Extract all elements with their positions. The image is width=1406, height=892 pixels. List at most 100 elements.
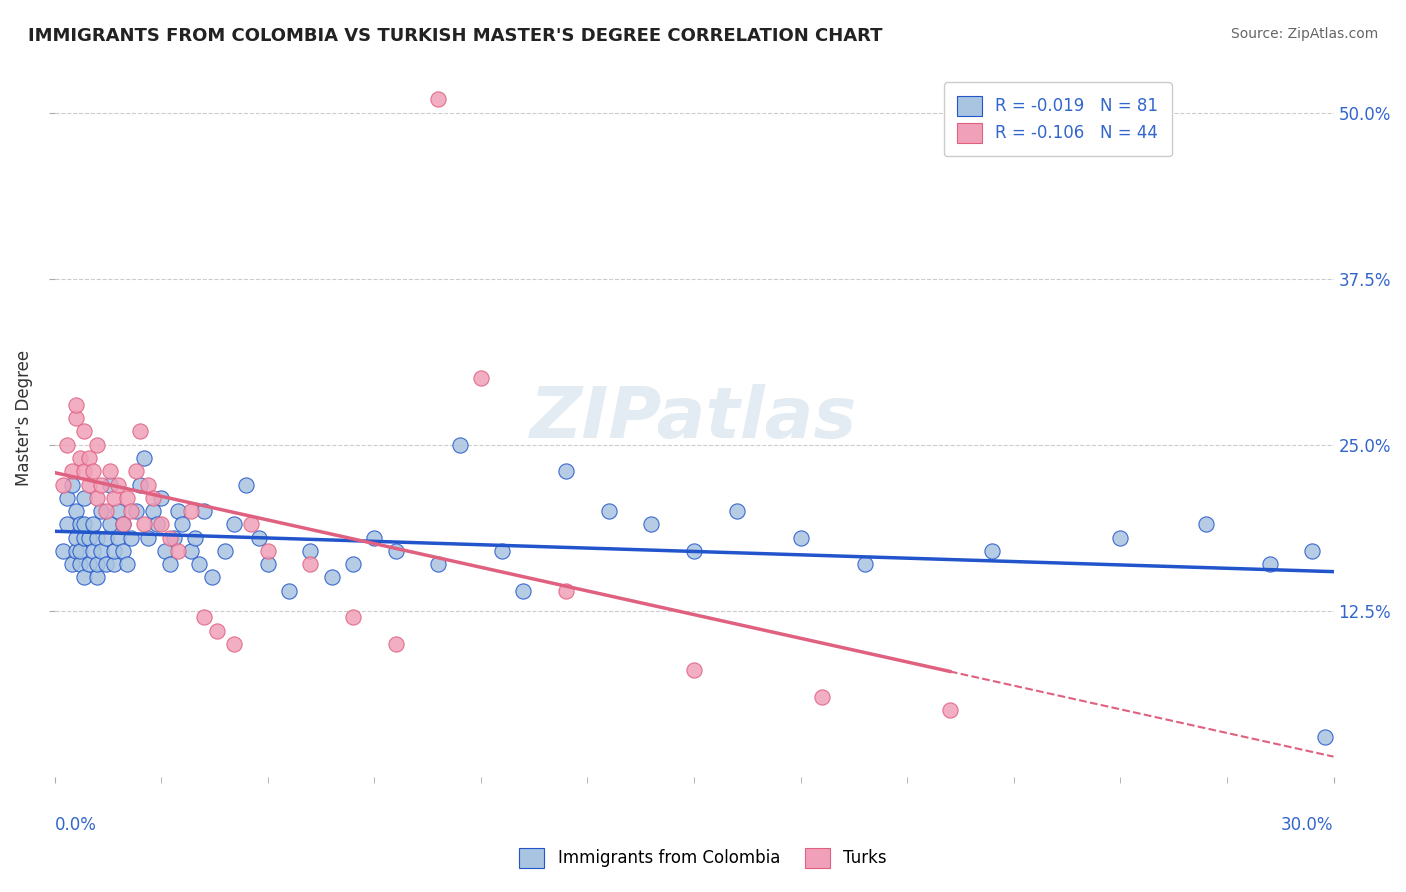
Text: ZIPatlas: ZIPatlas: [530, 384, 858, 452]
Point: [640, 517, 662, 532]
Point: [98, 517, 121, 532]
Point: [94, 504, 117, 518]
Point: [69, 544, 91, 558]
Point: [107, 477, 129, 491]
Point: [60, 557, 83, 571]
Point: [107, 504, 129, 518]
Point: [201, 570, 224, 584]
Point: [86, 438, 108, 452]
Point: [167, 544, 190, 558]
Point: [299, 557, 322, 571]
Point: [115, 557, 138, 571]
Point: [120, 531, 142, 545]
Point: [150, 517, 173, 532]
Point: [65, 411, 87, 425]
Point: [142, 491, 165, 505]
Point: [77, 557, 100, 571]
Point: [120, 504, 142, 518]
Point: [299, 544, 322, 558]
Point: [222, 517, 245, 532]
Point: [115, 491, 138, 505]
Point: [69, 517, 91, 532]
Point: [82, 464, 104, 478]
Point: [1194, 517, 1216, 532]
Point: [128, 477, 150, 491]
Point: [103, 491, 125, 505]
Point: [86, 491, 108, 505]
Point: [94, 531, 117, 545]
Point: [65, 504, 87, 518]
Point: [73, 531, 96, 545]
Point: [86, 557, 108, 571]
Point: [470, 371, 492, 385]
Point: [111, 517, 134, 532]
Point: [98, 464, 121, 478]
Point: [384, 637, 406, 651]
Point: [65, 531, 87, 545]
Point: [555, 464, 578, 478]
Point: [155, 544, 177, 558]
Point: [77, 477, 100, 491]
Text: 0.0%: 0.0%: [55, 816, 97, 834]
Point: [103, 557, 125, 571]
Point: [256, 544, 278, 558]
Point: [214, 544, 236, 558]
Point: [98, 477, 121, 491]
Point: [52, 544, 75, 558]
Point: [111, 544, 134, 558]
Point: [94, 557, 117, 571]
Point: [683, 664, 706, 678]
Point: [73, 570, 96, 584]
Point: [124, 464, 146, 478]
Point: [73, 464, 96, 478]
Point: [136, 531, 159, 545]
Point: [159, 531, 181, 545]
Point: [725, 504, 748, 518]
Point: [150, 491, 173, 505]
Point: [128, 425, 150, 439]
Point: [159, 557, 181, 571]
Point: [56, 517, 79, 532]
Point: [172, 517, 194, 532]
Point: [90, 544, 112, 558]
Point: [167, 504, 190, 518]
Point: [60, 477, 83, 491]
Point: [239, 517, 262, 532]
Point: [321, 570, 343, 584]
Point: [193, 610, 215, 624]
Point: [82, 517, 104, 532]
Point: [683, 544, 706, 558]
Point: [222, 637, 245, 651]
Legend: Immigrants from Colombia, Turks: Immigrants from Colombia, Turks: [513, 841, 893, 875]
Point: [73, 517, 96, 532]
Point: [77, 531, 100, 545]
Point: [73, 425, 96, 439]
Point: [939, 703, 962, 717]
Legend: R = -0.019   N = 81, R = -0.106   N = 44: R = -0.019 N = 81, R = -0.106 N = 44: [943, 82, 1171, 156]
Point: [86, 570, 108, 584]
Point: [853, 557, 876, 571]
Text: 30.0%: 30.0%: [1281, 816, 1333, 834]
Point: [555, 583, 578, 598]
Point: [73, 491, 96, 505]
Point: [1313, 730, 1336, 744]
Point: [180, 544, 202, 558]
Point: [363, 531, 385, 545]
Point: [60, 464, 83, 478]
Point: [90, 477, 112, 491]
Point: [342, 610, 364, 624]
Point: [512, 583, 534, 598]
Point: [427, 557, 450, 571]
Point: [69, 557, 91, 571]
Point: [86, 531, 108, 545]
Point: [52, 477, 75, 491]
Point: [111, 517, 134, 532]
Point: [193, 504, 215, 518]
Point: [103, 544, 125, 558]
Point: [146, 517, 169, 532]
Point: [90, 504, 112, 518]
Point: [981, 544, 1004, 558]
Point: [491, 544, 513, 558]
Point: [427, 92, 450, 106]
Point: [449, 438, 471, 452]
